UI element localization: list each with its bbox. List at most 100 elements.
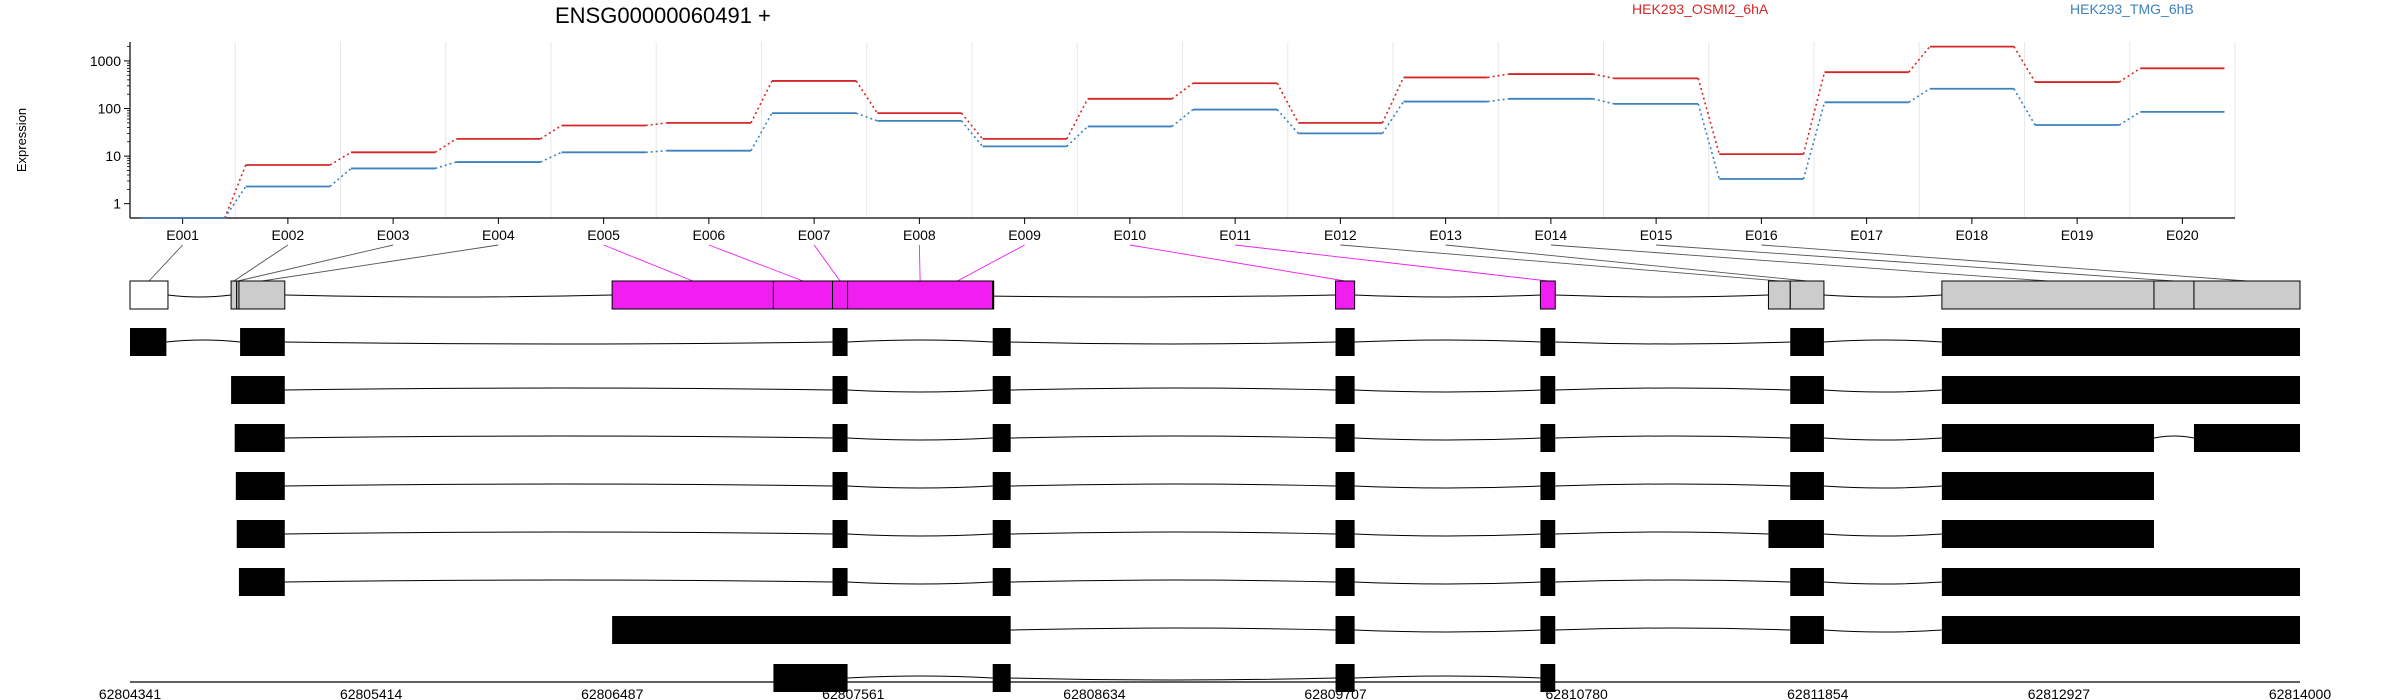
transcript-intron xyxy=(1354,485,1541,489)
genomic-tick-label: 62804341 xyxy=(99,686,162,700)
transcript-intron xyxy=(1823,485,1942,489)
transcript-exon xyxy=(1941,568,2300,596)
series-1-connector xyxy=(434,138,457,154)
model-exon xyxy=(772,280,834,310)
transcript-intron xyxy=(284,435,833,439)
transcript-exon xyxy=(1941,424,2154,452)
transcript-exon xyxy=(992,328,1011,356)
series-2-connector xyxy=(750,112,773,152)
x-tick-label: E002 xyxy=(272,227,305,243)
genomic-tick-label: 62807561 xyxy=(822,686,885,700)
model-exon xyxy=(832,280,849,310)
transcript-exon xyxy=(1941,520,2154,548)
model-exon xyxy=(992,280,995,310)
model-exon xyxy=(1767,280,1791,310)
series-1-connector xyxy=(1487,73,1509,79)
series-2-connector xyxy=(224,186,247,219)
exon-connector xyxy=(237,244,394,282)
transcript-intron xyxy=(1823,339,1942,343)
transcript-exon xyxy=(130,328,167,356)
transcript-exon xyxy=(832,376,848,404)
model-exon xyxy=(129,280,169,310)
legend-series-2: HEK293_TMG_6hB xyxy=(2070,1,2194,17)
transcript-intron xyxy=(847,485,993,489)
transcript-intron xyxy=(1010,677,1336,681)
series-1-connector xyxy=(540,124,562,140)
transcript-exon xyxy=(612,616,1011,644)
transcript-intron xyxy=(166,339,241,343)
transcript-exon xyxy=(1540,328,1556,356)
transcript-exon xyxy=(1540,568,1556,596)
series-lines xyxy=(140,45,2225,219)
transcript-exon xyxy=(234,424,285,452)
genomic-tick-label: 62812927 xyxy=(2028,686,2091,700)
y-tick-label: 1 xyxy=(113,196,121,212)
model-intron xyxy=(167,294,232,298)
y-tick-label: 100 xyxy=(98,101,122,117)
exon-connectors xyxy=(148,244,2248,282)
x-tick-label: E019 xyxy=(2061,227,2094,243)
transcript-intron xyxy=(1010,531,1336,535)
transcript-intron xyxy=(1010,579,1336,583)
x-tick-label: E015 xyxy=(1640,227,1673,243)
model-exon xyxy=(238,280,286,310)
transcript-exon xyxy=(2193,424,2300,452)
transcript-intron xyxy=(1823,389,1942,393)
model-exon xyxy=(1941,280,2155,310)
transcript-intron xyxy=(1823,437,1942,441)
transcript-exon xyxy=(1941,472,2154,500)
transcript-intron xyxy=(1555,435,1791,439)
model-intron xyxy=(1354,294,1541,298)
model-intron xyxy=(284,294,613,298)
model-exon xyxy=(1335,280,1356,310)
exon-connector xyxy=(261,244,499,282)
transcript-intron xyxy=(847,581,993,585)
transcript-intron xyxy=(1555,627,1791,631)
transcript-exon xyxy=(1941,376,2300,404)
exon-axis: E001 E002 E003 E004 E005 E006 E007 E008 E009 E010… xyxy=(130,217,2235,243)
x-tick-label: E017 xyxy=(1850,227,1883,243)
x-tick-label: E008 xyxy=(903,227,936,243)
transcript-exon xyxy=(1540,472,1556,500)
transcript-exon xyxy=(1540,616,1556,644)
transcript-intron xyxy=(847,437,993,441)
exon-connector xyxy=(813,244,841,282)
series-1-connector xyxy=(645,122,667,127)
exon-connector xyxy=(1656,244,2174,282)
exon-connector xyxy=(918,244,921,282)
series-2-connector xyxy=(2013,88,2036,126)
transcript-intron xyxy=(1555,579,1791,583)
series-2-connector xyxy=(1487,98,1509,103)
exon-connector xyxy=(233,244,289,282)
legend-series-1: HEK293_OSMI2_6hA xyxy=(1632,1,1769,17)
series-1-connector xyxy=(329,151,352,166)
transcript-intron xyxy=(1010,341,1336,345)
transcript-exon xyxy=(1941,616,2300,644)
chart-title: ENSG00000060491 + xyxy=(555,3,771,28)
transcript-intron xyxy=(1555,387,1791,391)
exon-connector xyxy=(708,244,804,282)
transcript-exon xyxy=(1335,520,1355,548)
transcript-intron xyxy=(1354,339,1541,343)
model-intron xyxy=(1823,294,1942,298)
transcript-exon xyxy=(1335,616,1355,644)
transcript-exon xyxy=(1941,328,2300,356)
series-1-connector xyxy=(1908,46,1931,73)
exon-connector xyxy=(1445,244,1808,282)
transcript-exon xyxy=(992,472,1011,500)
transcript-intron xyxy=(1010,627,1336,631)
y-axis: 1 10 100 1000 xyxy=(90,42,131,218)
transcript-intron xyxy=(1354,533,1541,537)
series-1-connector xyxy=(1697,78,1721,155)
transcript-intron xyxy=(1010,435,1336,439)
transcript-exon xyxy=(240,328,285,356)
transcript-intron xyxy=(1555,341,1791,345)
exon-connector xyxy=(1761,244,2248,282)
exon-connector xyxy=(148,244,183,282)
transcript-exon xyxy=(1335,424,1355,452)
series-2-connector xyxy=(1276,109,1299,134)
transcript-intron xyxy=(284,483,833,487)
genomic-tick-label: 62805414 xyxy=(340,686,403,700)
transcript-intron xyxy=(1555,483,1791,487)
